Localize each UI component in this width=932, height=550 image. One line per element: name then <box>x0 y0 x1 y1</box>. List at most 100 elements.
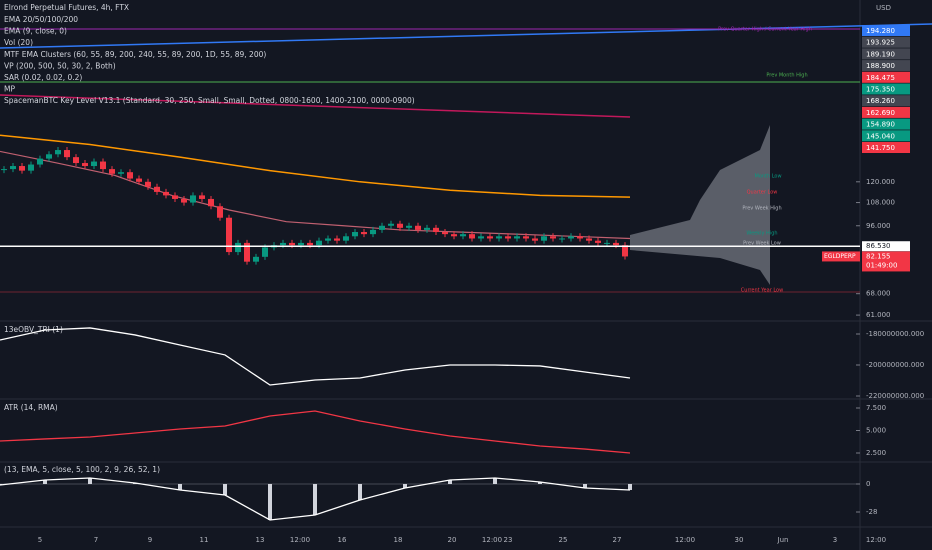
price-tag-label: 86.530 <box>866 242 891 250</box>
x-tick-label: 30 <box>735 536 744 544</box>
candle <box>145 181 151 187</box>
candle <box>289 242 295 246</box>
candle <box>208 198 214 207</box>
candle <box>397 223 403 228</box>
candle <box>190 195 196 203</box>
x-tick-label: 12:00 <box>866 536 886 544</box>
candle <box>415 225 421 230</box>
candle <box>127 172 133 179</box>
key-level-label: Prev Month High <box>766 73 807 79</box>
candle <box>253 256 259 262</box>
price-tag-label: 193.925 <box>866 39 895 47</box>
y-tick-label: 61.000 <box>866 311 891 319</box>
y-tick-label: -200000000.000 <box>866 361 924 369</box>
candle <box>100 161 106 170</box>
candle <box>523 236 529 239</box>
price-tag <box>862 142 910 153</box>
candle <box>280 242 286 246</box>
candle <box>622 245 628 257</box>
x-tick-label: 7 <box>94 536 98 544</box>
indicator-line <box>0 327 631 386</box>
y-tick-label: 7.500 <box>866 404 886 412</box>
candle <box>379 225 385 230</box>
candle <box>298 242 304 246</box>
ticker-label: EGLDPERP <box>824 253 856 260</box>
ema-line <box>0 134 631 198</box>
candle <box>388 223 394 226</box>
histogram-bar <box>448 480 452 484</box>
price-tag-label: 188.900 <box>866 62 895 70</box>
candle <box>460 234 466 237</box>
price-tag-label: 175.350 <box>866 86 895 94</box>
key-level-label: Prev Week Low <box>743 241 781 247</box>
candle <box>10 166 16 170</box>
symbol-title: Elrond Perpetual Futures, 4h, FTX <box>4 3 129 12</box>
candle <box>199 195 205 199</box>
price-tag <box>862 95 910 107</box>
candle <box>442 232 448 235</box>
candle <box>235 242 241 253</box>
histogram-bar <box>313 484 317 515</box>
candle <box>118 172 124 174</box>
countdown: 01:49:00 <box>866 261 897 269</box>
price-tag-label: 145.040 <box>866 132 895 140</box>
indicator-legend: MP <box>4 85 15 94</box>
histogram-bar <box>538 482 542 484</box>
x-tick-label: 23 <box>504 536 513 544</box>
x-tick-label: 20 <box>448 536 457 544</box>
volume-profile <box>630 125 770 285</box>
candle <box>505 236 511 239</box>
x-tick-label: 9 <box>148 536 152 544</box>
currency: USD <box>876 4 891 12</box>
x-tick-label: 12:00 <box>290 536 310 544</box>
candle <box>487 236 493 239</box>
x-tick-label: 16 <box>338 536 347 544</box>
histogram-bar <box>358 484 362 500</box>
candle <box>55 150 61 155</box>
histogram-bar <box>268 484 272 520</box>
candle <box>181 198 187 203</box>
candle <box>352 232 358 237</box>
x-tick-label: 3 <box>833 536 837 544</box>
candle <box>217 206 223 218</box>
y-tick-label: 2.500 <box>866 449 886 457</box>
candle <box>361 232 367 235</box>
candle <box>406 225 412 228</box>
indicator-line <box>0 477 631 521</box>
price-tag-label: 82.155 <box>866 252 891 260</box>
price-tag-label: 189.190 <box>866 50 895 58</box>
candle <box>154 186 160 192</box>
candle <box>136 178 142 182</box>
indicator-legend: MTF EMA Clusters (60, 55, 89, 200, 240, … <box>4 50 266 59</box>
cluster-line <box>0 94 631 118</box>
indicator-legend: VP (200, 500, 50, 30, 2, Both) <box>4 61 116 70</box>
candle <box>424 227 430 230</box>
candle <box>595 240 601 243</box>
candle <box>325 238 331 241</box>
y-tick-label: 108.000 <box>866 199 895 207</box>
key-level-label: Current Year Low <box>741 288 783 294</box>
candle <box>613 242 619 246</box>
candle <box>577 236 583 239</box>
candle <box>19 166 25 171</box>
candle <box>109 169 115 174</box>
x-tick-label: 11 <box>200 536 209 544</box>
price-tag <box>862 241 910 252</box>
candle <box>244 242 250 262</box>
price-tag-label: 168.260 <box>866 97 895 105</box>
x-tick-label: Jun <box>777 536 789 544</box>
price-tag-label: 194.280 <box>866 27 895 35</box>
x-tick-label: 12:00 <box>482 536 502 544</box>
pane-legend: ATR (14, RMA) <box>4 403 58 412</box>
candle <box>586 238 592 241</box>
x-tick-label: 18 <box>394 536 403 544</box>
ema-line <box>0 150 631 240</box>
candle <box>262 247 268 257</box>
candle <box>604 242 610 244</box>
y-tick-label: -180000000.000 <box>866 330 924 338</box>
price-tag <box>862 25 910 36</box>
price-tag <box>862 60 910 72</box>
